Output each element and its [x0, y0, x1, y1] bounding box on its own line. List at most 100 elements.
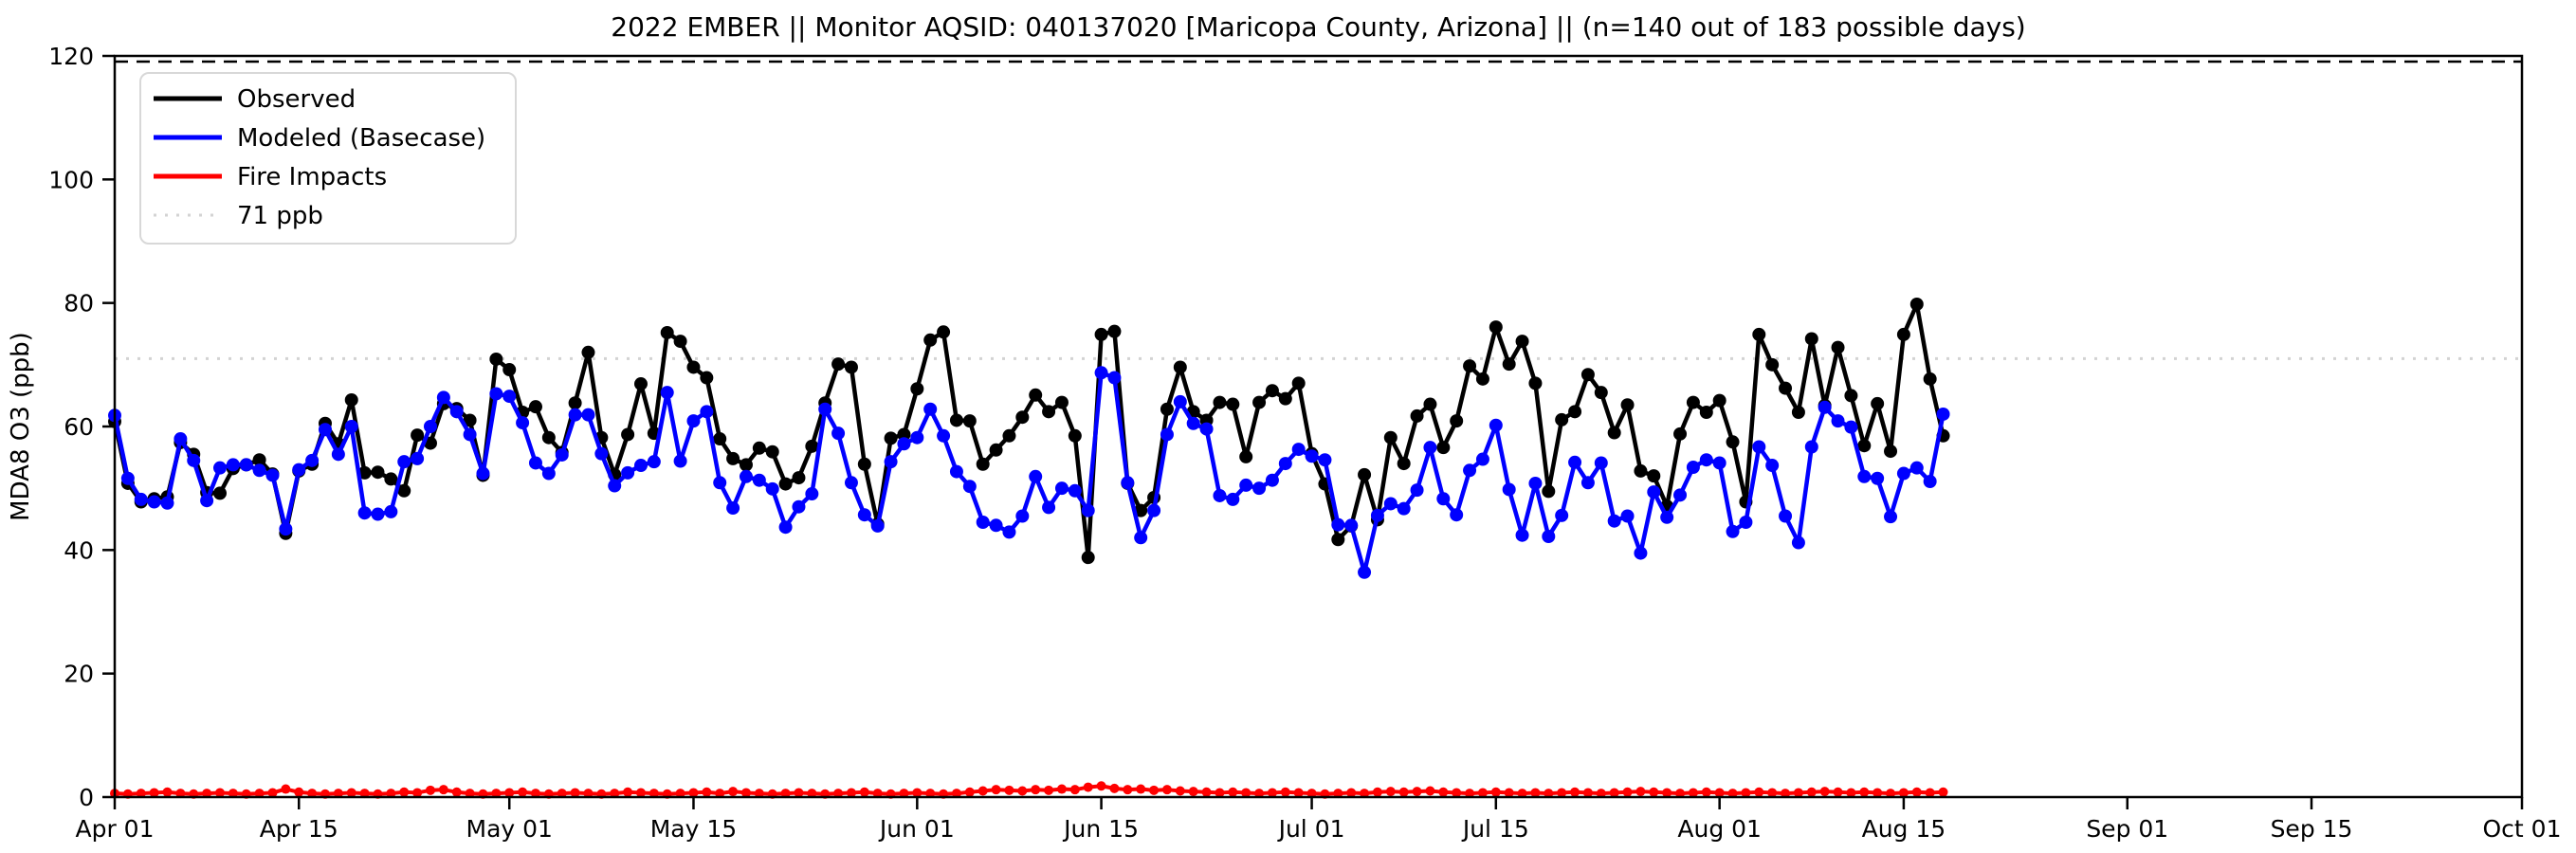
data-point [1528, 376, 1543, 390]
data-point [872, 789, 883, 799]
data-point [621, 465, 635, 480]
data-point [1081, 503, 1095, 517]
data-point [1765, 459, 1780, 473]
data-point [1886, 789, 1896, 799]
x-tick-label: Jun 01 [878, 815, 955, 843]
data-point [884, 455, 898, 469]
data-point [686, 360, 701, 374]
data-point [857, 457, 871, 471]
data-point [1331, 533, 1345, 547]
data-point [1477, 788, 1488, 798]
data-point [1911, 787, 1922, 797]
data-point [1412, 787, 1422, 797]
data-point [294, 787, 304, 797]
data-point [1475, 372, 1489, 386]
data-point [502, 390, 517, 404]
y-tick-label: 80 [64, 290, 94, 318]
data-point [1069, 785, 1080, 795]
data-point [214, 788, 225, 798]
data-point [1857, 439, 1872, 453]
data-point [977, 786, 988, 796]
data-point [1083, 782, 1093, 792]
data-point [1873, 788, 1883, 798]
data-point [949, 413, 963, 427]
data-point [1173, 394, 1187, 408]
data-point [1252, 481, 1267, 496]
data-point [1647, 469, 1661, 483]
data-point [1438, 787, 1449, 797]
data-point [1846, 788, 1856, 798]
data-point [991, 785, 1001, 795]
data-point [136, 789, 146, 799]
data-point [1186, 416, 1200, 430]
data-point [149, 788, 159, 798]
data-point [765, 481, 779, 496]
data-point [1818, 400, 1832, 414]
data-point [660, 386, 674, 400]
data-point [357, 506, 372, 520]
data-point [1620, 509, 1635, 523]
data-point [1909, 297, 1924, 311]
data-point [1318, 453, 1332, 467]
data-point [778, 520, 793, 535]
data-point [1688, 788, 1698, 798]
data-point [279, 522, 293, 536]
data-point [976, 516, 990, 530]
data-point [438, 785, 448, 795]
data-point [1871, 471, 1885, 485]
data-point [1360, 789, 1370, 799]
data-point [951, 789, 961, 799]
data-point [1712, 456, 1726, 470]
data-point [491, 789, 502, 799]
data-point [1109, 783, 1120, 793]
y-axis: 0 20 40 60 80 100 120 [48, 43, 115, 811]
data-point [502, 363, 517, 377]
data-point [621, 427, 635, 442]
data-point [859, 787, 869, 797]
data-point [1228, 787, 1238, 797]
data-point [1765, 357, 1780, 372]
data-point [780, 789, 791, 799]
data-point [1673, 426, 1688, 441]
data-point [175, 789, 186, 799]
data-point [925, 789, 936, 799]
data-point [1254, 789, 1265, 799]
data-point [1267, 788, 1277, 798]
data-point [1333, 789, 1343, 799]
data-point [1383, 497, 1398, 511]
series-layer [108, 297, 1950, 799]
data-point [857, 508, 871, 522]
data-point [134, 492, 148, 506]
data-point [463, 413, 477, 427]
data-point [436, 390, 450, 405]
data-point [1239, 478, 1253, 492]
data-point [504, 788, 515, 798]
data-point [384, 472, 398, 486]
data-point [1609, 788, 1619, 798]
data-point [610, 789, 620, 799]
data-point [412, 788, 423, 798]
data-point [1568, 405, 1582, 419]
data-point [1726, 435, 1740, 449]
data-point [728, 787, 739, 797]
data-point [1017, 786, 1028, 796]
data-point [1859, 787, 1870, 797]
data-point [1265, 473, 1279, 487]
data-point [305, 453, 320, 467]
chart-title: 2022 EMBER || Monitor AQSID: 040137020 [… [611, 11, 2025, 43]
x-tick-label: Aug 01 [1677, 815, 1762, 843]
x-tick-label: Apr 01 [75, 815, 154, 843]
data-point [1002, 428, 1016, 443]
data-point [1215, 788, 1225, 798]
data-point [923, 333, 938, 347]
data-point [1844, 389, 1858, 403]
data-point [570, 788, 580, 798]
data-point [1620, 398, 1635, 412]
data-point [923, 402, 938, 416]
data-point [331, 447, 345, 462]
data-point [897, 427, 911, 442]
data-point [1607, 514, 1621, 528]
data-point [541, 430, 556, 445]
data-point [807, 789, 817, 799]
data-point [739, 458, 753, 472]
